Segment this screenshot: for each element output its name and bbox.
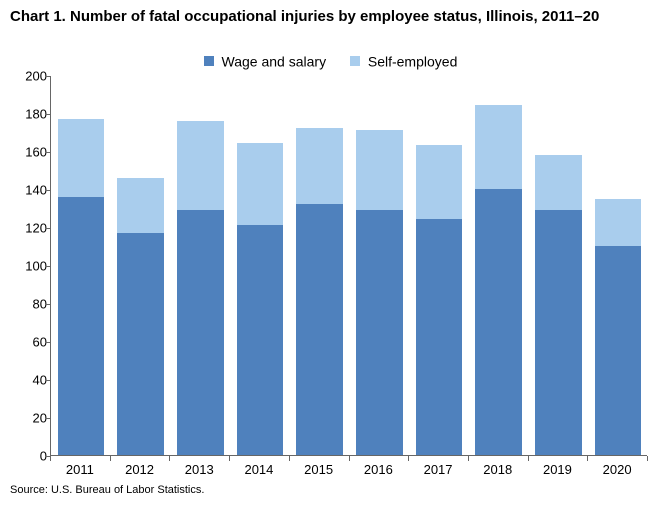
plot-area [50,76,647,456]
bar-segment [475,105,522,189]
y-tick-label: 0 [7,449,47,464]
y-tick-mark [45,228,50,229]
legend-item-wage-salary: Wage and salary [204,52,326,69]
bar-segment [237,143,284,225]
y-tick-label: 60 [7,335,47,350]
bar-segment [177,121,224,210]
bar-segment [356,210,403,455]
bar-segment [58,197,105,455]
y-tick-label: 160 [7,145,47,160]
x-tick-mark [528,456,529,461]
x-tick-mark [169,456,170,461]
bar-segment [177,210,224,455]
x-tick-label: 2020 [603,462,632,477]
y-tick-mark [45,266,50,267]
legend-swatch [204,56,214,66]
bar-segment [356,130,403,210]
x-tick-label: 2012 [125,462,154,477]
bar-segment [535,210,582,455]
chart-title: Chart 1. Number of fatal occupational in… [10,8,650,27]
x-tick-mark [229,456,230,461]
y-tick-label: 120 [7,221,47,236]
legend-label: Wage and salary [222,53,327,69]
bar-segment [475,189,522,455]
x-tick-label: 2015 [304,462,333,477]
y-tick-mark [45,76,50,77]
y-tick-label: 140 [7,183,47,198]
bar-segment [117,178,164,233]
y-tick-label: 200 [7,69,47,84]
bar-segment [296,204,343,455]
x-tick-label: 2018 [483,462,512,477]
x-tick-label: 2016 [364,462,393,477]
bar-segment [237,225,284,455]
legend-swatch [350,56,360,66]
y-tick-label: 180 [7,107,47,122]
y-tick-label: 80 [7,297,47,312]
bar-segment [58,119,105,197]
bar-segment [416,145,463,219]
y-tick-label: 20 [7,411,47,426]
y-tick-mark [45,152,50,153]
y-tick-mark [45,342,50,343]
x-tick-label: 2011 [66,462,94,477]
x-tick-mark [110,456,111,461]
y-tick-mark [45,190,50,191]
x-tick-mark [289,456,290,461]
x-tick-mark [468,456,469,461]
y-tick-label: 100 [7,259,47,274]
x-tick-mark [647,456,648,461]
bar-segment [296,128,343,204]
source-text: Source: U.S. Bureau of Labor Statistics. [10,484,204,496]
bar-segment [595,199,642,247]
bar-segment [416,219,463,455]
x-tick-label: 2019 [543,462,572,477]
bar-segment [535,155,582,210]
y-tick-mark [45,304,50,305]
y-tick-mark [45,380,50,381]
x-tick-label: 2013 [185,462,214,477]
x-tick-label: 2014 [244,462,273,477]
x-tick-mark [349,456,350,461]
chart-container: Chart 1. Number of fatal occupational in… [0,0,661,505]
legend: Wage and salary Self-employed [0,52,661,69]
legend-label: Self-employed [368,53,458,69]
x-tick-label: 2017 [424,462,453,477]
y-tick-mark [45,114,50,115]
x-tick-mark [587,456,588,461]
x-tick-mark [50,456,51,461]
y-tick-label: 40 [7,373,47,388]
y-tick-mark [45,418,50,419]
bar-segment [117,233,164,455]
x-tick-mark [408,456,409,461]
bar-segment [595,246,642,455]
legend-item-self-employed: Self-employed [350,52,457,69]
